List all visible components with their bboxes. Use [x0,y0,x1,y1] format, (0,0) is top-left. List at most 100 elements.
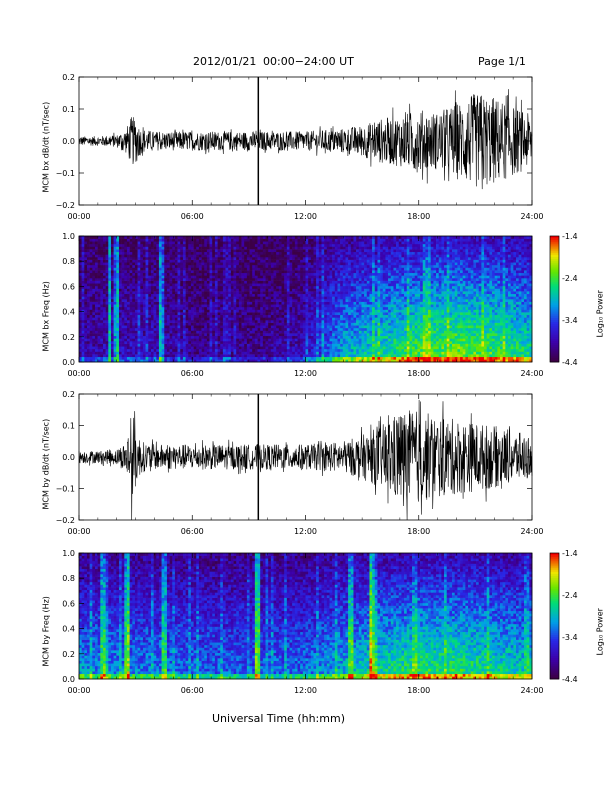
heatmap-cell [262,301,266,305]
heatmap-cell [209,270,213,274]
heatmap-cell [201,257,205,260]
heatmap-cell [289,251,293,255]
heatmap-cell [169,327,173,331]
heatmap-cell [129,241,133,245]
heatmap-cell [230,317,234,321]
heatmap-cell [292,264,296,268]
heatmap-cell [233,236,237,239]
heatmap-cell [129,299,133,302]
heatmap-cell [185,359,189,363]
heatmap-cell [345,330,349,334]
heatmap-cell [230,236,234,239]
heatmap-cell [121,293,125,297]
heatmap-cell [348,278,352,281]
heatmap-cell [249,259,253,263]
heatmap-cell [108,236,112,239]
heatmap-cell [334,325,338,329]
heatmap-cell [196,288,200,292]
heatmap-cell [260,251,264,255]
heatmap-cell [332,270,336,274]
heatmap-cell [113,338,117,342]
heatmap-cell [286,325,290,329]
heatmap-cell [281,351,285,355]
heatmap-cell [209,280,213,284]
heatmap-cell [212,246,216,250]
heatmap-cell [206,299,210,302]
heatmap-cell [86,322,90,326]
heatmap-cell [332,320,336,323]
heatmap-cell [217,304,221,308]
heatmap-cell [206,270,210,274]
heatmap-cell [84,280,88,284]
heatmap-cell [182,304,186,308]
heatmap-cell [241,338,245,342]
heatmap-cell [110,238,114,242]
heatmap-cell [118,264,122,268]
heatmap-cell [156,356,160,360]
heatmap-cell [145,285,149,289]
heatmap-cell [308,275,312,279]
heatmap-cell [140,327,144,331]
heatmap-cell [79,254,82,258]
heatmap-cell [174,296,178,300]
heatmap-cell [222,288,226,292]
heatmap-cell [316,236,320,239]
heatmap-cell [204,317,208,321]
heatmap-cell [257,249,261,253]
heatmap-cell [222,251,226,255]
heatmap-cell [86,283,90,287]
heatmap-cell [332,275,336,279]
heatmap-cell [329,296,333,300]
heatmap-cell [190,320,194,323]
heatmap-cell [308,330,312,334]
heatmap-cell [350,356,354,360]
heatmap-cell [132,291,136,295]
heatmap-cell [217,330,221,334]
heatmap-cell [174,348,178,352]
heatmap-cell [140,317,144,321]
heatmap-cell [132,296,136,300]
heatmap-cell [321,317,325,321]
heatmap-cell [284,322,288,326]
heatmap-cell [156,351,160,355]
heatmap-cell [180,267,184,271]
heatmap-cell [300,293,304,297]
heatmap-cell [100,259,104,263]
heatmap-cell [268,264,272,268]
heatmap-cell [172,275,176,279]
heatmap-cell [156,348,160,352]
heatmap-cell [137,285,141,289]
heatmap-cell [313,335,317,339]
heatmap-cell [105,259,109,263]
heatmap-cell [204,335,208,339]
heatmap-cell [137,280,141,284]
heatmap-cell [102,249,106,253]
heatmap-cell [313,285,317,289]
heatmap-cell [166,285,170,289]
heatmap-cell [230,285,234,289]
heatmap-cell [209,285,213,289]
heatmap-cell [300,254,304,258]
heatmap-cell [228,348,232,352]
heatmap-cell [334,346,338,350]
heatmap-cell [257,251,261,255]
heatmap-cell [172,306,176,310]
heatmap-cell [233,306,237,310]
heatmap-cell [137,304,141,308]
heatmap-cell [193,259,197,263]
heatmap-cell [137,348,141,352]
heatmap-cell [294,296,298,300]
heatmap-cell [116,259,120,263]
heatmap-cell [86,333,90,337]
heatmap-cell [318,254,322,258]
heatmap-cell [145,288,149,292]
heatmap-cell [102,296,106,300]
heatmap-cell [134,306,138,310]
heatmap-cell [209,330,213,334]
heatmap-cell [316,249,320,253]
heatmap-cell [92,246,96,250]
heatmap-cell [300,243,304,247]
heatmap-cell [324,243,328,247]
heatmap-cell [156,259,160,263]
heatmap-cell [268,267,272,271]
